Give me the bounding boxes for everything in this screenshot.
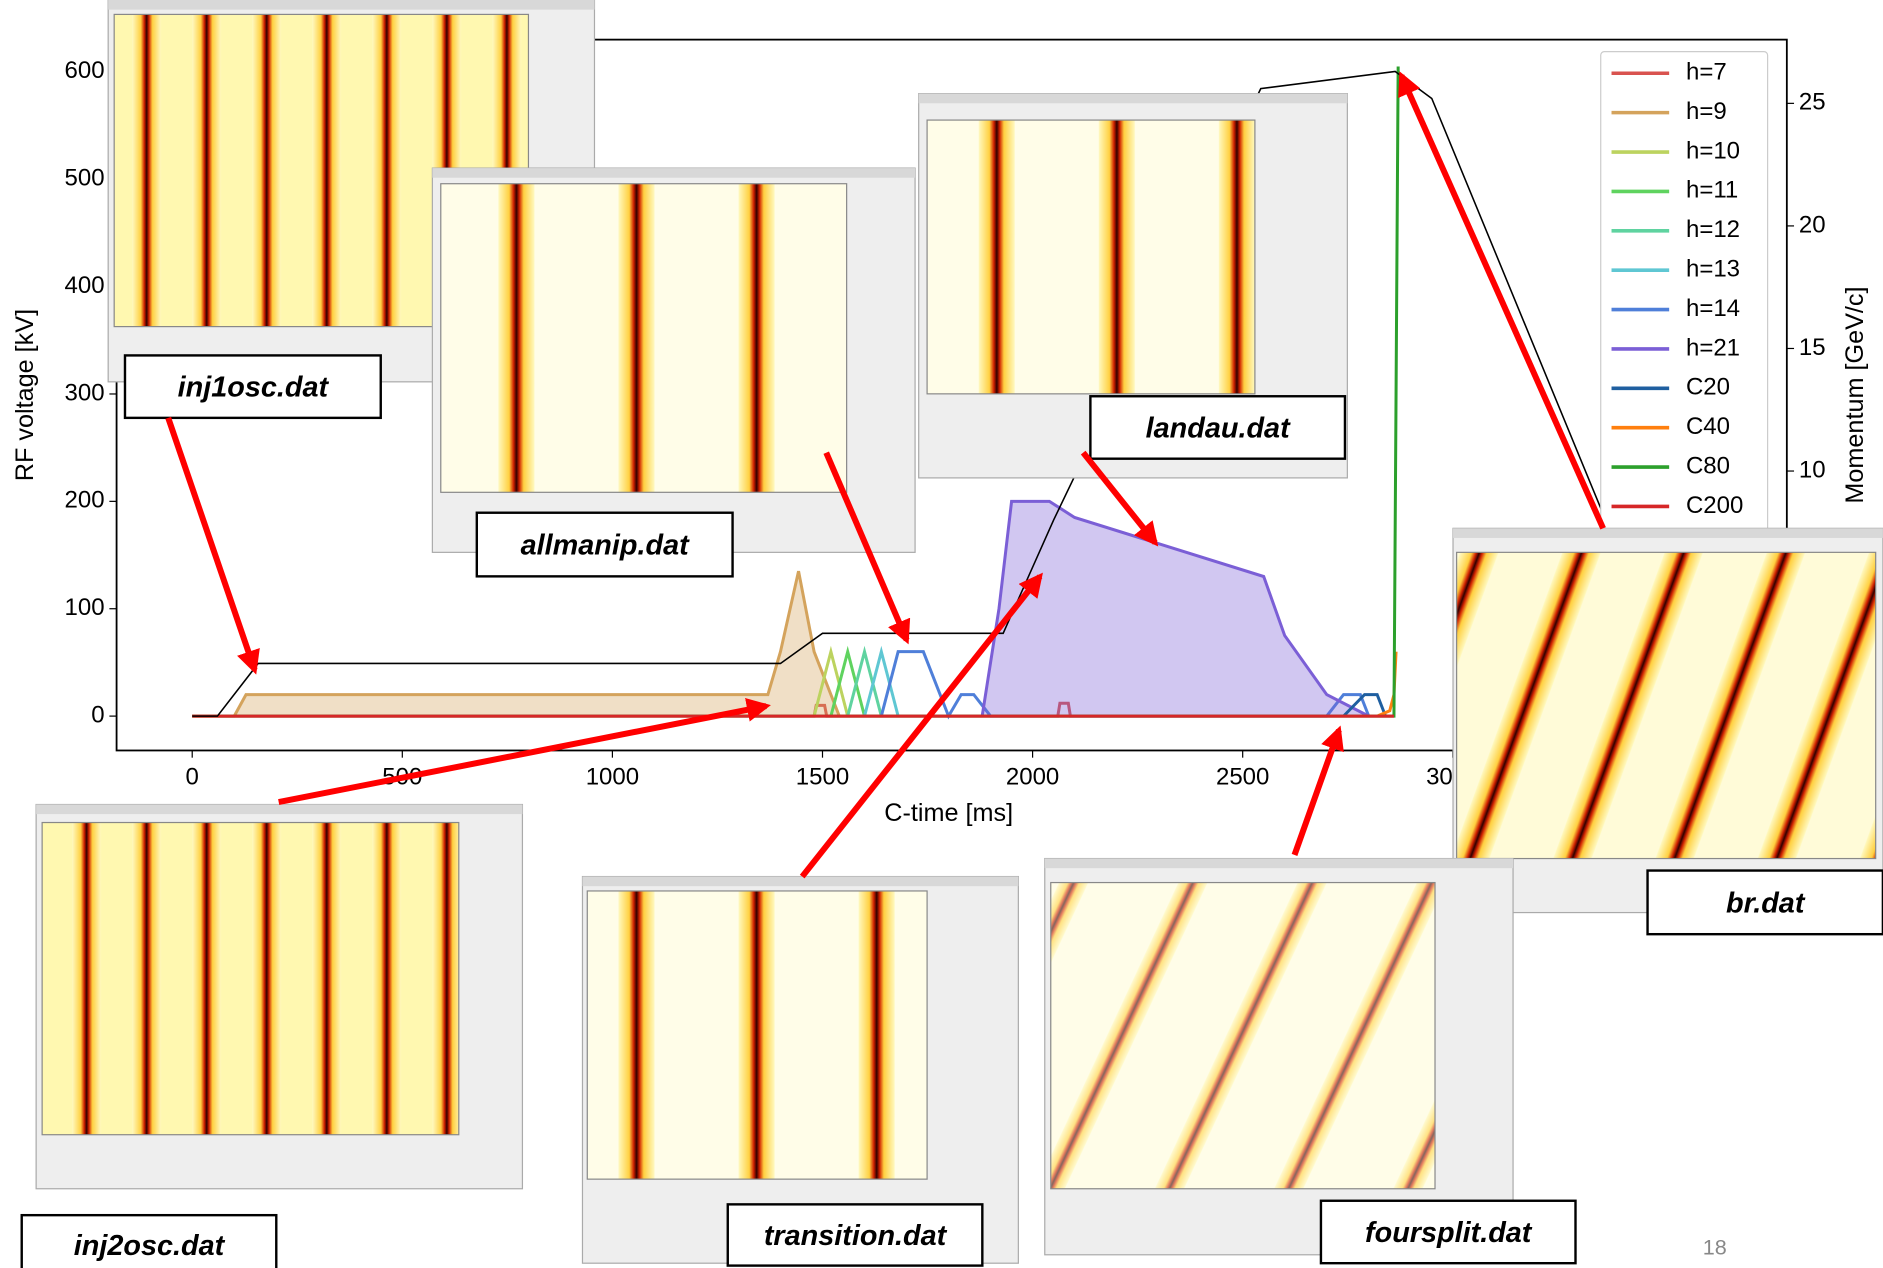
heatmap xyxy=(1457,552,1876,858)
legend-label: h=14 xyxy=(1686,295,1740,322)
y-tick-label: 400 xyxy=(65,272,105,299)
title-bar xyxy=(108,0,594,10)
y-tick-label: 500 xyxy=(65,165,105,192)
title-bar xyxy=(1045,859,1513,869)
y-tick-label: 300 xyxy=(65,379,105,406)
y2-tick-label: 10 xyxy=(1799,456,1826,483)
y-tick-label: 0 xyxy=(91,701,104,728)
file-label: landau.dat xyxy=(1146,412,1291,444)
legend-label: C20 xyxy=(1686,374,1730,401)
y2-axis-label: Momentum [GeV/c] xyxy=(1841,286,1869,503)
heatmap xyxy=(1051,883,1435,1189)
heatmap xyxy=(587,891,927,1179)
title-bar xyxy=(1453,528,1883,538)
arrow xyxy=(168,418,254,670)
legend-label: h=9 xyxy=(1686,98,1727,125)
y-tick-label: 100 xyxy=(65,594,105,621)
arrow xyxy=(1295,730,1339,855)
x-tick-label: 1500 xyxy=(796,763,849,790)
heatmap xyxy=(441,184,847,493)
file-label: allmanip.dat xyxy=(521,530,690,562)
legend-label: h=13 xyxy=(1686,256,1740,283)
file-label: foursplit.dat xyxy=(1365,1217,1533,1249)
series-line xyxy=(848,652,882,716)
y2-tick-label: 25 xyxy=(1799,89,1826,116)
y-tick-label: 600 xyxy=(65,57,105,84)
legend-label: h=12 xyxy=(1686,216,1740,243)
y2-tick-label: 15 xyxy=(1799,334,1826,361)
y2-tick-label: 20 xyxy=(1799,211,1826,238)
title-bar xyxy=(582,877,1018,887)
x-tick-label: 0 xyxy=(186,763,199,790)
heatmap xyxy=(927,120,1255,394)
arrow xyxy=(1401,76,1603,529)
legend: h=7 h=9 h=10 h=11 h=12 h=13 h=14 h=21 C20 C40 C80 C… xyxy=(1601,52,1768,532)
arrow xyxy=(279,706,767,802)
y-tick-label: 200 xyxy=(65,487,105,514)
title-bar xyxy=(432,168,915,178)
y-axis-label: RF voltage [kV] xyxy=(11,309,39,481)
arrow xyxy=(802,576,1040,876)
series-line xyxy=(192,571,839,716)
page-number: 18 xyxy=(1703,1234,1727,1259)
file-label: br.dat xyxy=(1726,887,1806,919)
slide: C-time [ms] RF voltage [kV] Momentum [Ge… xyxy=(0,0,1883,1268)
legend-label: C40 xyxy=(1686,413,1730,440)
file-label: transition.dat xyxy=(764,1220,948,1252)
heatmap xyxy=(42,823,459,1135)
x-tick-label: 2500 xyxy=(1216,763,1269,790)
x-axis-label: C-time [ms] xyxy=(884,799,1013,827)
x-tick-label: 1000 xyxy=(586,763,639,790)
series-area xyxy=(982,501,1369,716)
title-bar xyxy=(919,94,1348,104)
file-label: inj2osc.dat xyxy=(74,1230,226,1262)
legend-label: C200 xyxy=(1686,492,1743,519)
legend-label: h=10 xyxy=(1686,137,1740,164)
series-line xyxy=(865,652,899,716)
legend-label: h=21 xyxy=(1686,334,1740,361)
legend-label: h=7 xyxy=(1686,59,1727,86)
file-label: inj1osc.dat xyxy=(178,372,330,404)
title-bar xyxy=(36,805,522,815)
legend-label: C80 xyxy=(1686,452,1730,479)
legend-label: h=11 xyxy=(1686,177,1738,204)
x-tick-label: 2000 xyxy=(1006,763,1059,790)
